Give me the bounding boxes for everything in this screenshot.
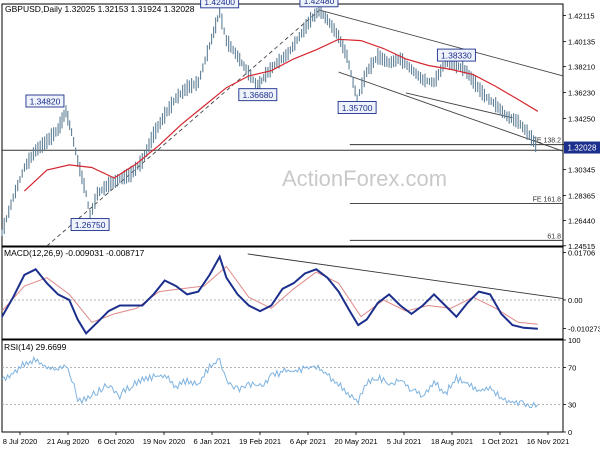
rsi-y-tick-label: 100: [568, 336, 581, 345]
x-tick-label: 20 May 2021: [334, 437, 377, 446]
x-axis: 8 Jul 2020 21 Aug 2020 6 Oct 2020 19 Nov 20…: [3, 432, 570, 446]
price-label-text: 1.26750: [75, 220, 106, 230]
price-y-tick-label: 1.30345: [568, 166, 595, 175]
x-tick-label: 6 Oct 2020: [98, 437, 135, 446]
price-y-tick-label: 1.36230: [568, 89, 595, 98]
macd-signal-line: [1, 265, 538, 325]
price-label-box: [25, 94, 65, 108]
rsi-y-tick-label: 70: [568, 364, 576, 373]
channel-lower-line: [338, 71, 564, 152]
macd-panel-frame: [1, 246, 564, 340]
rsi-panel-frame: [1, 339, 564, 433]
x-tick-label: 18 Aug 2021: [431, 437, 473, 446]
macd-trendline: [247, 253, 564, 300]
price-label-box: [299, 0, 339, 8]
last-price-text: 1.32028: [568, 144, 597, 153]
channel-inner-line: [405, 92, 513, 119]
rsi-label: RSI(14) 29.6699: [4, 342, 67, 352]
horizontal-level-label: 61.8: [547, 233, 561, 240]
x-tick-label: 8 Jul 2020: [3, 437, 38, 446]
price-panel-frame: [1, 3, 564, 247]
symbol-info: GBPUSD,Daily 1.32025 1.32153 1.31924 1.3…: [5, 4, 195, 14]
price-label-text: 1.34820: [30, 96, 61, 106]
channel-upper-line: [318, 9, 564, 77]
rsi-panel: 100 70 30 0: [1, 336, 581, 437]
rsi-y-tick-label: 0: [568, 428, 572, 437]
price-label-text: 1.36680: [242, 90, 273, 100]
macd-y-tick-label: 0.01706: [568, 248, 595, 257]
x-tick-label: 19 Nov 2020: [143, 437, 186, 446]
price-label-text: 1.42400: [204, 0, 235, 7]
price-label-box: [238, 88, 278, 102]
watermark: ActionForex.com: [282, 166, 447, 191]
price-y-tick-label: 1.34250: [568, 114, 595, 123]
x-tick-label: 16 Nov 2021: [527, 437, 570, 446]
macd-label: MACD(12,26,9) -0.009031 -0.008717: [4, 248, 145, 258]
price-y-tick-label: 1.26440: [568, 217, 595, 226]
price-label-text: 1.42480: [304, 0, 335, 6]
price-panel: FE 138.2 FE 161.8 61.8 1.34820 1.42400 1.4248…: [1, 0, 600, 251]
price-y-tick-label: 1.40135: [568, 37, 595, 46]
rsi-y-tick-label: 30: [568, 400, 576, 409]
x-tick-label: 5 Jul 2021: [387, 437, 422, 446]
macd-y-tick-label: -0.010273: [568, 325, 600, 334]
rsi-line: [1, 355, 539, 409]
macd-line: [1, 254, 538, 335]
macd-panel: 0.01706 0.00 -0.010273: [1, 246, 600, 340]
price-label-box: [337, 101, 377, 114]
price-y-tick-label: 1.28365: [568, 191, 595, 200]
horizontal-level-label: FE 138.2: [533, 138, 562, 145]
x-tick-label: 19 Feb 2021: [239, 437, 281, 446]
x-tick-label: 21 Aug 2020: [47, 437, 89, 446]
price-y-tick-label: 1.24515: [568, 242, 595, 251]
macd-y-tick-label: 0.00: [568, 296, 583, 305]
price-label-box: [436, 48, 476, 62]
price-label-box: [70, 218, 110, 232]
horizontal-level-label: FE 161.8: [533, 196, 562, 203]
price-label-box: [200, 0, 240, 9]
price-y-tick-label: 1.42115: [568, 12, 595, 21]
x-tick-label: 1 Oct 2021: [482, 437, 519, 446]
x-tick-label: 6 Jan 2021: [193, 437, 230, 446]
price-label-text: 1.38330: [441, 50, 472, 60]
price-label-text: 1.35700: [342, 103, 373, 113]
last-price-marker: [564, 141, 600, 154]
ma-line: [23, 38, 539, 192]
x-tick-label: 6 Apr 2021: [290, 437, 326, 446]
price-y-tick-label: 1.38210: [568, 63, 595, 72]
